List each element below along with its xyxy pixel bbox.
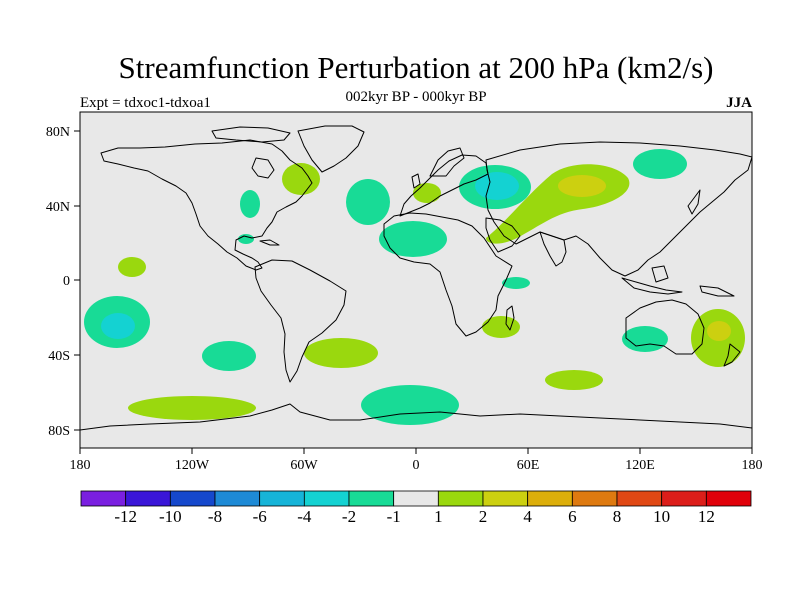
coast-indonesia xyxy=(621,277,683,295)
anomaly-australia-low xyxy=(622,326,668,352)
coast-arabia xyxy=(485,217,521,253)
colorbar-label: -2 xyxy=(342,507,356,526)
colorbar-label: 6 xyxy=(568,507,577,526)
anomaly-north-america-low xyxy=(240,190,260,218)
coast-new-zealand xyxy=(723,343,741,367)
colorbar-box xyxy=(80,490,127,507)
coast-north-america xyxy=(100,139,313,271)
colorbar-box xyxy=(393,490,439,507)
colorbar-box xyxy=(482,490,529,507)
anomaly-south-pacific-polar-high xyxy=(128,396,256,420)
colorbar-box xyxy=(348,490,395,507)
colorbar: -12 -10 -8 -6 -4 -2 -1 1 2 4 6 8 10 12 xyxy=(80,490,752,526)
anomaly-eastern-canada-high xyxy=(282,163,320,195)
colorbar-label: -12 xyxy=(114,507,137,526)
coast-south-america xyxy=(254,259,347,383)
colorbar-label: 8 xyxy=(613,507,622,526)
x-tick-label: 120E xyxy=(625,458,655,473)
coast-asia xyxy=(485,141,752,277)
coast-canadian-arctic xyxy=(211,126,291,143)
colorbar-box xyxy=(661,490,707,507)
colorbar-label: -8 xyxy=(208,507,222,526)
y-tick-label: 80N xyxy=(46,125,70,140)
anomaly-africa-sahara-low xyxy=(379,221,447,257)
colorbar-box xyxy=(169,490,216,507)
colorbar-box xyxy=(437,490,484,507)
anomaly-east-pacific-tropical-high xyxy=(118,257,146,277)
y-tick-label: 40N xyxy=(46,200,70,215)
anomaly-north-atlantic-low xyxy=(346,179,390,225)
chart-title: Streamfunction Perturbation at 200 hPa (… xyxy=(118,50,714,85)
anomaly-southeast-pacific-low xyxy=(202,341,256,371)
colorbar-label: -6 xyxy=(253,507,267,526)
x-tick-label: 180 xyxy=(742,458,763,473)
x-tick-label: 120W xyxy=(175,458,210,473)
coast-britain xyxy=(411,173,421,189)
world-coastline-map xyxy=(80,125,752,431)
anomaly-southern-indian-ocean-high xyxy=(545,370,603,390)
chart-subtitle: 002kyr BP - 000kyr BP xyxy=(345,89,487,105)
colorbar-box xyxy=(527,490,573,507)
coast-hudson-bay xyxy=(251,157,275,179)
coast-australia xyxy=(625,299,705,355)
colorbar-label: 2 xyxy=(479,507,488,526)
colorbar-label: 12 xyxy=(698,507,715,526)
coast-antarctica xyxy=(80,403,752,431)
y-tick-label: 80S xyxy=(48,424,70,439)
coast-greenland xyxy=(297,125,365,173)
anomaly-new-zealand-high-core xyxy=(707,321,731,341)
x-tick-label: 0 xyxy=(413,458,420,473)
x-tick-label: 60E xyxy=(517,458,540,473)
colorbar-label: -1 xyxy=(387,507,401,526)
colorbar-box xyxy=(303,490,350,507)
anomaly-south-atlantic-high xyxy=(304,338,378,368)
colorbar-label: 4 xyxy=(523,507,532,526)
anomaly-gulf-of-mexico-low xyxy=(238,234,254,244)
coast-new-guinea xyxy=(699,285,735,297)
colorbar-label: 10 xyxy=(653,507,670,526)
anomaly-central-asia-high-core xyxy=(558,175,606,197)
coast-madagascar xyxy=(505,305,515,331)
colorbar-box xyxy=(214,490,261,507)
experiment-label: Expt = tdxoc1-tdxoa1 xyxy=(80,95,211,111)
colorbar-box xyxy=(571,490,618,507)
coast-borneo xyxy=(651,265,669,283)
anomaly-eastern-europe-low-core xyxy=(475,172,519,200)
coast-cuba xyxy=(259,239,280,246)
coast-scandinavia xyxy=(429,147,465,177)
colorbar-label: -4 xyxy=(297,507,312,526)
axis-ticks xyxy=(74,130,753,454)
season-label: JJA xyxy=(726,95,752,111)
colorbar-label: 1 xyxy=(434,507,443,526)
colorbar-box xyxy=(259,490,305,507)
coast-europe xyxy=(399,154,489,217)
anomaly-east-pacific-subtropical-low-core xyxy=(101,313,135,339)
anomaly-indian-ocean-east-africa-low xyxy=(502,277,530,289)
x-tick-label: 180 xyxy=(70,458,91,473)
colorbar-box xyxy=(125,490,171,507)
x-tick-label: 60W xyxy=(290,458,318,473)
anomaly-arctic-siberia-low xyxy=(633,149,687,179)
colorbar-label: -10 xyxy=(159,507,182,526)
y-tick-label: 40S xyxy=(48,349,70,364)
coast-japan xyxy=(687,189,701,215)
anomaly-madagascar-high xyxy=(482,316,520,338)
coast-africa xyxy=(383,212,513,337)
colorbar-box xyxy=(705,490,752,507)
contour-fields xyxy=(84,149,745,425)
colorbar-box xyxy=(616,490,663,507)
anomaly-southern-ocean-low xyxy=(361,385,459,425)
coast-india xyxy=(539,231,567,267)
y-tick-label: 0 xyxy=(63,274,70,289)
